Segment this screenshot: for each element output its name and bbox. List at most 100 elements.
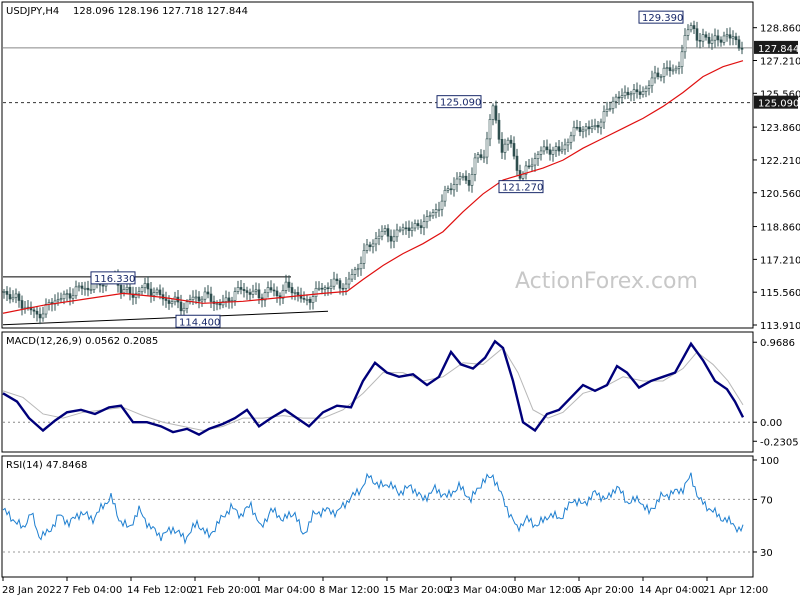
x-tick-label: 8 Mar 12:00 (319, 585, 379, 596)
candle-body (686, 29, 690, 36)
candle-body (437, 208, 441, 211)
candle-body (257, 289, 261, 299)
x-tick-label: 23 Mar 04:00 (447, 585, 514, 596)
candle-body (737, 39, 741, 49)
macd-line (2, 339, 745, 436)
candle-body (515, 155, 519, 171)
candle-body (665, 67, 669, 69)
candle-body (635, 89, 639, 93)
candle-body (83, 287, 87, 290)
candle-body (491, 105, 495, 120)
candle-body (368, 244, 372, 248)
macd-signal-line (2, 347, 744, 431)
candle-body (401, 227, 405, 231)
candle-body (155, 289, 159, 293)
price-annotation-label: 129.390 (642, 13, 683, 24)
macd-title: MACD(12,26,9) 0.0562 0.2085 (6, 336, 158, 347)
watermark: ActionForex.com (515, 269, 698, 294)
candle-body (506, 139, 510, 145)
candle-body (404, 227, 408, 230)
candle-body (119, 285, 123, 294)
candle-body (17, 293, 21, 301)
candle-body (392, 236, 396, 242)
candle-body (662, 67, 666, 77)
candle-body (704, 34, 708, 38)
candle-body (74, 286, 78, 297)
candle-body (722, 35, 726, 43)
candle-body (509, 139, 513, 144)
candle-body (143, 283, 147, 289)
candle-body (389, 235, 393, 242)
candle-body (164, 298, 168, 301)
x-tick-label: 6 Apr 20:00 (575, 585, 634, 596)
candle-body (209, 293, 213, 302)
price-tag-box (754, 95, 798, 109)
candle-body (407, 227, 411, 231)
candle-body (302, 298, 306, 300)
candle-body (2, 291, 6, 293)
candle-body (608, 108, 612, 110)
candle-body (590, 126, 594, 130)
candle-body (503, 143, 507, 153)
candle-body (467, 180, 471, 186)
candle-body (641, 91, 645, 95)
candle-body (356, 268, 360, 271)
price-annotation-label: 125.090 (440, 98, 481, 109)
candle-body (578, 127, 582, 132)
price-layer: 129.390 125.090 121.270 116.330 114.400 (2, 10, 752, 328)
candle-body (701, 34, 705, 42)
x-tick-label: 28 Jan 2022 (2, 585, 62, 596)
candle-body (287, 281, 291, 288)
candle-body (200, 298, 204, 302)
candle-body (14, 293, 18, 298)
candle-body (692, 25, 696, 29)
candle-body (458, 176, 462, 180)
candle-body (347, 278, 351, 285)
candle-body (122, 289, 126, 294)
candle-body (464, 175, 468, 181)
candle-body (410, 227, 414, 231)
candle-body (65, 293, 69, 295)
candle-body (68, 293, 72, 299)
candle-body (554, 146, 558, 151)
candle-body (284, 281, 288, 291)
x-tick-label: 14 Feb 12:00 (127, 585, 193, 596)
x-tick-label: 21 Feb 20:00 (191, 585, 257, 596)
candle-body (35, 310, 39, 315)
candle-body (167, 300, 171, 304)
candle-body (533, 158, 537, 166)
price-annotation-label: 116.330 (94, 274, 135, 285)
candle-body (419, 225, 423, 229)
candle-body (326, 287, 330, 290)
candle-body (494, 105, 498, 121)
price-tick-label: 128.860 (760, 24, 800, 35)
candle-body (623, 91, 627, 97)
candle-body (449, 188, 453, 191)
price-tick-label: 117.210 (760, 255, 800, 266)
candle-body (149, 288, 153, 296)
candle-body (377, 235, 381, 240)
candle-body (134, 293, 138, 298)
candle-body (317, 287, 321, 290)
candle-body (605, 108, 609, 112)
candle-body (383, 228, 387, 232)
candle-body (659, 76, 663, 78)
candle-body (125, 286, 129, 290)
candle-body (254, 289, 258, 292)
moving-average-line (2, 60, 744, 314)
candle-body (353, 269, 357, 275)
candle-body (656, 72, 660, 77)
candle-body (5, 291, 9, 295)
candle-body (626, 91, 630, 96)
candle-body (263, 292, 267, 301)
macd-panel-frame (1, 331, 754, 453)
candle-body (716, 35, 720, 41)
rsi-panel-frame (1, 455, 754, 578)
candle-body (476, 154, 480, 159)
x-tick-label: 30 Mar 12:00 (511, 585, 578, 596)
candle-body (593, 125, 597, 127)
candle-body (320, 287, 324, 290)
candle-body (446, 188, 450, 191)
candle-body (245, 290, 249, 293)
